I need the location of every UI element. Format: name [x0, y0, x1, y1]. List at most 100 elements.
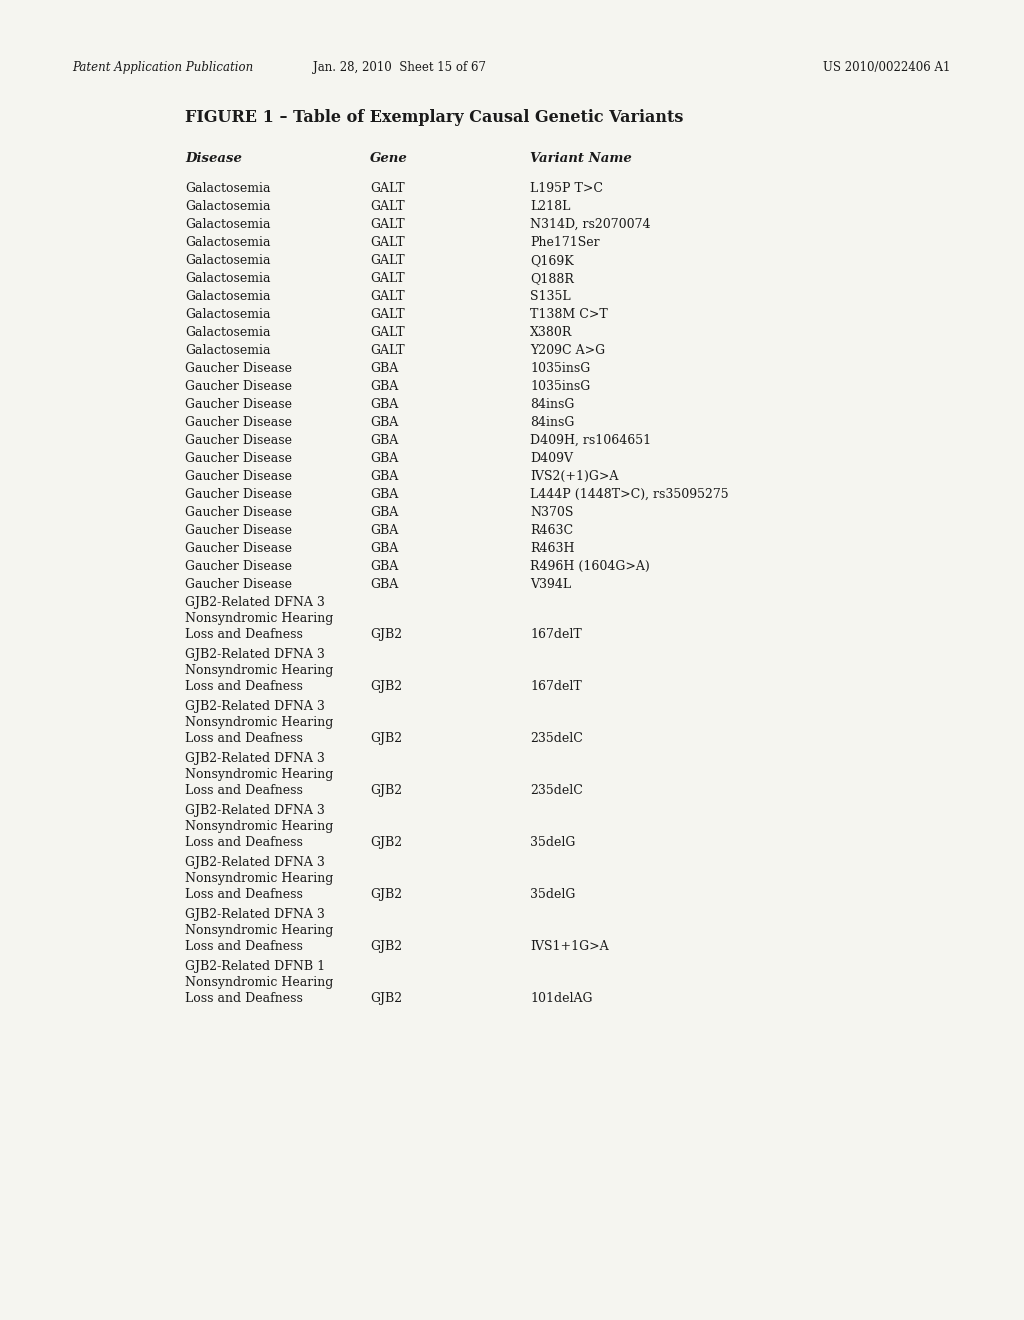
Text: IVS1+1G>A: IVS1+1G>A	[530, 940, 608, 953]
Text: 84insG: 84insG	[530, 399, 574, 411]
Text: 167delT: 167delT	[530, 628, 582, 642]
Text: Phe171Ser: Phe171Ser	[530, 236, 600, 249]
Text: R463H: R463H	[530, 543, 574, 554]
Text: 35delG: 35delG	[530, 836, 575, 849]
Text: GALT: GALT	[370, 290, 404, 304]
Text: Gaucher Disease: Gaucher Disease	[185, 578, 292, 591]
Text: Galactosemia: Galactosemia	[185, 253, 270, 267]
Text: N314D, rs2070074: N314D, rs2070074	[530, 218, 650, 231]
Text: GJB2: GJB2	[370, 733, 402, 744]
Text: GALT: GALT	[370, 218, 404, 231]
Text: GJB2-Related DFNA 3: GJB2-Related DFNA 3	[185, 700, 325, 713]
Text: S135L: S135L	[530, 290, 570, 304]
Text: Nonsyndromic Hearing: Nonsyndromic Hearing	[185, 715, 334, 729]
Text: GBA: GBA	[370, 560, 398, 573]
Text: Galactosemia: Galactosemia	[185, 290, 270, 304]
Text: Nonsyndromic Hearing: Nonsyndromic Hearing	[185, 975, 334, 989]
Text: 84insG: 84insG	[530, 416, 574, 429]
Text: GBA: GBA	[370, 524, 398, 537]
Text: Gaucher Disease: Gaucher Disease	[185, 416, 292, 429]
Text: GJB2: GJB2	[370, 628, 402, 642]
Text: GJB2-Related DFNB 1: GJB2-Related DFNB 1	[185, 960, 326, 973]
Text: Gaucher Disease: Gaucher Disease	[185, 506, 292, 519]
Text: Gaucher Disease: Gaucher Disease	[185, 380, 292, 393]
Text: Nonsyndromic Hearing: Nonsyndromic Hearing	[185, 664, 334, 677]
Text: 235delC: 235delC	[530, 784, 583, 797]
Text: Nonsyndromic Hearing: Nonsyndromic Hearing	[185, 768, 334, 781]
Text: GJB2: GJB2	[370, 680, 402, 693]
Text: Loss and Deafness: Loss and Deafness	[185, 733, 303, 744]
Text: GJB2: GJB2	[370, 784, 402, 797]
Text: Galactosemia: Galactosemia	[185, 218, 270, 231]
Text: 101delAG: 101delAG	[530, 993, 593, 1005]
Text: US 2010/0022406 A1: US 2010/0022406 A1	[822, 62, 950, 74]
Text: Loss and Deafness: Loss and Deafness	[185, 940, 303, 953]
Text: GJB2-Related DFNA 3: GJB2-Related DFNA 3	[185, 804, 325, 817]
Text: Galactosemia: Galactosemia	[185, 182, 270, 195]
Text: Gaucher Disease: Gaucher Disease	[185, 399, 292, 411]
Text: R463C: R463C	[530, 524, 573, 537]
Text: Variant Name: Variant Name	[530, 152, 632, 165]
Text: GALT: GALT	[370, 182, 404, 195]
Text: Galactosemia: Galactosemia	[185, 308, 270, 321]
Text: GBA: GBA	[370, 380, 398, 393]
Text: Gaucher Disease: Gaucher Disease	[185, 451, 292, 465]
Text: GALT: GALT	[370, 201, 404, 213]
Text: GALT: GALT	[370, 253, 404, 267]
Text: GJB2-Related DFNA 3: GJB2-Related DFNA 3	[185, 908, 325, 921]
Text: 1035insG: 1035insG	[530, 362, 590, 375]
Text: Nonsyndromic Hearing: Nonsyndromic Hearing	[185, 612, 334, 624]
Text: Loss and Deafness: Loss and Deafness	[185, 888, 303, 902]
Text: Loss and Deafness: Loss and Deafness	[185, 993, 303, 1005]
Text: Galactosemia: Galactosemia	[185, 201, 270, 213]
Text: GALT: GALT	[370, 326, 404, 339]
Text: GJB2: GJB2	[370, 836, 402, 849]
Text: Disease: Disease	[185, 152, 242, 165]
Text: Galactosemia: Galactosemia	[185, 236, 270, 249]
Text: GJB2-Related DFNA 3: GJB2-Related DFNA 3	[185, 648, 325, 661]
Text: GBA: GBA	[370, 543, 398, 554]
Text: Gaucher Disease: Gaucher Disease	[185, 543, 292, 554]
Text: GBA: GBA	[370, 488, 398, 502]
Text: GJB2: GJB2	[370, 888, 402, 902]
Text: GBA: GBA	[370, 416, 398, 429]
Text: GALT: GALT	[370, 272, 404, 285]
Text: T138M C>T: T138M C>T	[530, 308, 608, 321]
Text: GJB2-Related DFNA 3: GJB2-Related DFNA 3	[185, 752, 325, 766]
Text: GJB2: GJB2	[370, 993, 402, 1005]
Text: GBA: GBA	[370, 506, 398, 519]
Text: GALT: GALT	[370, 236, 404, 249]
Text: Gene: Gene	[370, 152, 408, 165]
Text: L195P T>C: L195P T>C	[530, 182, 603, 195]
Text: 235delC: 235delC	[530, 733, 583, 744]
Text: GJB2-Related DFNA 3: GJB2-Related DFNA 3	[185, 597, 325, 609]
Text: X380R: X380R	[530, 326, 572, 339]
Text: GBA: GBA	[370, 578, 398, 591]
Text: Loss and Deafness: Loss and Deafness	[185, 680, 303, 693]
Text: 35delG: 35delG	[530, 888, 575, 902]
Text: Q169K: Q169K	[530, 253, 573, 267]
Text: Nonsyndromic Hearing: Nonsyndromic Hearing	[185, 924, 334, 937]
Text: 1035insG: 1035insG	[530, 380, 590, 393]
Text: L444P (1448T>C), rs35095275: L444P (1448T>C), rs35095275	[530, 488, 729, 502]
Text: Galactosemia: Galactosemia	[185, 345, 270, 356]
Text: Loss and Deafness: Loss and Deafness	[185, 628, 303, 642]
Text: Nonsyndromic Hearing: Nonsyndromic Hearing	[185, 873, 334, 884]
Text: 167delT: 167delT	[530, 680, 582, 693]
Text: GBA: GBA	[370, 470, 398, 483]
Text: V394L: V394L	[530, 578, 571, 591]
Text: Jan. 28, 2010  Sheet 15 of 67: Jan. 28, 2010 Sheet 15 of 67	[313, 62, 486, 74]
Text: Gaucher Disease: Gaucher Disease	[185, 524, 292, 537]
Text: R496H (1604G>A): R496H (1604G>A)	[530, 560, 650, 573]
Text: Gaucher Disease: Gaucher Disease	[185, 362, 292, 375]
Text: Gaucher Disease: Gaucher Disease	[185, 470, 292, 483]
Text: GBA: GBA	[370, 451, 398, 465]
Text: GBA: GBA	[370, 434, 398, 447]
Text: Loss and Deafness: Loss and Deafness	[185, 836, 303, 849]
Text: N370S: N370S	[530, 506, 573, 519]
Text: D409H, rs1064651: D409H, rs1064651	[530, 434, 651, 447]
Text: FIGURE 1 – Table of Exemplary Causal Genetic Variants: FIGURE 1 – Table of Exemplary Causal Gen…	[185, 110, 683, 127]
Text: GBA: GBA	[370, 399, 398, 411]
Text: Loss and Deafness: Loss and Deafness	[185, 784, 303, 797]
Text: Gaucher Disease: Gaucher Disease	[185, 434, 292, 447]
